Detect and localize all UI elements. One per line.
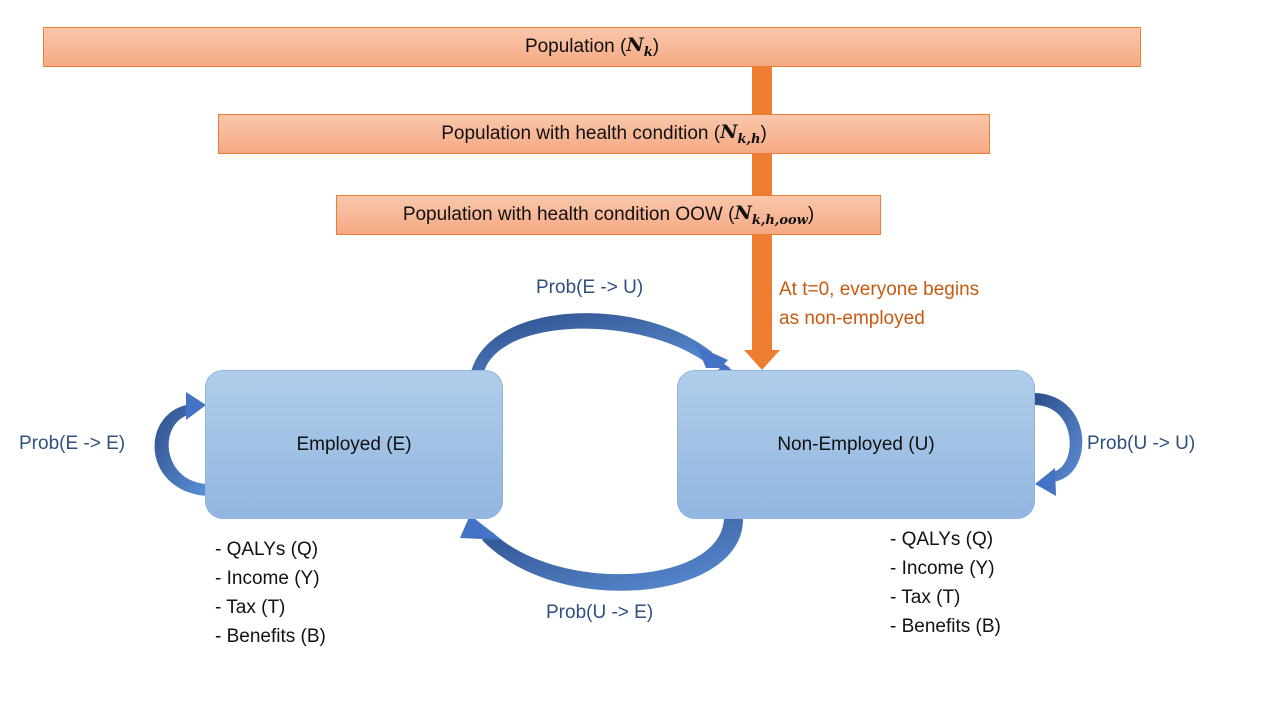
arrow-u-to-e [460,515,744,591]
initial-state-note: At t=0, everyone begins as non-employed [779,275,979,333]
health-condition-bar: Population with health condition (Nk,h) [218,114,990,154]
list-item: QALYs (Q) [890,525,1001,554]
health-condition-symbol: Nk,h [720,121,761,147]
employed-label: Employed (E) [296,433,412,455]
oow-symbol: Nk,h,oow [734,202,808,228]
population-bar: Population (Nk) [43,27,1141,67]
arrow-e-to-u [471,313,732,376]
population-label: Population [524,36,615,57]
oow-bar: Population with health condition OOW (Nk… [336,195,881,235]
list-item: Tax (T) [890,583,1001,612]
nonemployed-state: Non-Employed (U) [677,370,1035,519]
population-symbol: Nk [626,34,653,60]
label-e-to-u: Prob(E -> U) [536,277,644,298]
note-line-1: At t=0, everyone begins [779,279,980,300]
arrow-e-to-e [154,392,206,496]
list-item: Income (Y) [215,564,326,593]
arrow-u-to-u [1035,393,1083,496]
nonemployed-label: Non-Employed (U) [777,433,935,455]
label-u-to-u: Prob(U -> U) [1087,433,1196,454]
list-item: Benefits (B) [890,612,1001,641]
label-u-to-e: Prob(U -> E) [546,602,654,623]
nonemployed-outcomes: QALYs (Q) Income (Y) Tax (T) Benefits (B… [890,525,1001,641]
oow-label: Population with health condition OOW [402,204,723,225]
employed-state: Employed (E) [205,370,503,519]
list-item: Benefits (B) [215,622,326,651]
employed-outcomes: QALYs (Q) Income (Y) Tax (T) Benefits (B… [215,535,326,651]
list-item: Tax (T) [215,593,326,622]
label-e-to-e: Prob(E -> E) [19,433,126,454]
note-line-2: as non-employed [779,308,925,329]
health-condition-label: Population with health condition [441,123,709,144]
list-item: Income (Y) [890,554,1001,583]
list-item: QALYs (Q) [215,535,326,564]
